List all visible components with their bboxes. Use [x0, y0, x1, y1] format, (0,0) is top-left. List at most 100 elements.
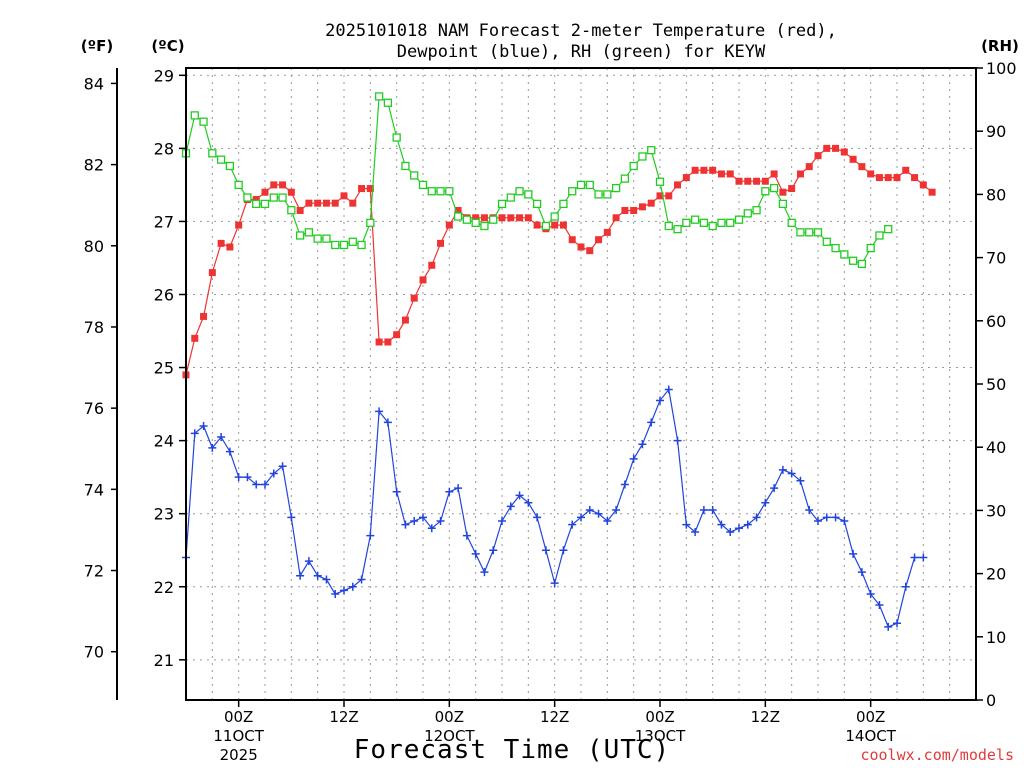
- fahrenheit-tick-label: 76: [84, 399, 104, 418]
- dewpoint-point: [234, 473, 243, 482]
- dewpoint-point: [620, 480, 629, 489]
- rh-point: [427, 187, 436, 196]
- temperature-point: [796, 170, 804, 178]
- rh-point: [796, 228, 805, 237]
- celsius-tick-label: 22: [154, 578, 174, 597]
- temperature-point: [700, 166, 708, 174]
- rh-point: [383, 98, 393, 107]
- dewpoint-point: [673, 436, 682, 445]
- dewpoint-point: [717, 520, 726, 529]
- rh-point: [787, 218, 796, 227]
- temperature-point: [674, 181, 682, 189]
- time-tick-label: 12Z: [751, 708, 780, 726]
- temperature-point: [437, 239, 445, 247]
- temperature-point: [717, 170, 725, 178]
- celsius-tick-label: 27: [154, 212, 174, 231]
- temperature-point: [191, 334, 199, 342]
- temperature-point: [770, 170, 778, 178]
- rh-point: [568, 187, 577, 196]
- dewpoint-point: [840, 516, 849, 525]
- dewpoint-point: [691, 527, 700, 536]
- date-tick-label: 13OCT: [635, 727, 686, 745]
- dewpoint-point: [462, 531, 471, 540]
- fahrenheit-tick-label: 72: [84, 562, 104, 581]
- temperature-point: [516, 214, 524, 222]
- rh-point: [638, 152, 647, 161]
- rh-point: [857, 259, 867, 269]
- rh-point: [813, 228, 823, 237]
- dewpoint-point: [603, 516, 612, 525]
- rh-point: [848, 256, 858, 265]
- temperature-point: [867, 170, 875, 178]
- dewpoint-point: [743, 520, 752, 529]
- dewpoint-point: [287, 513, 296, 522]
- rh-point: [216, 155, 226, 164]
- dewpoint-point: [656, 396, 664, 405]
- temperature-point: [849, 155, 857, 163]
- temperature-point: [287, 188, 295, 196]
- dewpoint-point: [392, 487, 401, 496]
- rh-point: [594, 190, 603, 199]
- chart-title-line-2: Dewpoint (blue), RH (green) for KEYW: [397, 42, 766, 62]
- temperature-point: [340, 192, 348, 200]
- temperature-point: [928, 188, 936, 196]
- rh-point: [278, 193, 287, 202]
- temperature-point: [358, 185, 366, 193]
- rh-point: [717, 218, 726, 227]
- temperature-point: [779, 188, 787, 196]
- temperature-point: [840, 148, 848, 156]
- rh-point: [822, 237, 831, 246]
- credit-link[interactable]: coolwx.com/models: [860, 746, 1014, 764]
- temperature-point: [744, 177, 752, 185]
- dewpoint-point: [304, 557, 313, 566]
- rh-tick-label: 100: [986, 59, 1017, 78]
- rh-point: [436, 187, 445, 196]
- time-tick-label: 00Z: [224, 708, 253, 726]
- dewpoint-point: [261, 480, 269, 489]
- dewpoint-point: [445, 487, 454, 496]
- dewpoint-point: [849, 549, 858, 558]
- temperature-point: [638, 203, 646, 211]
- dewpoint-point: [296, 571, 305, 580]
- temperature-point: [832, 144, 840, 152]
- dewpoint-point: [893, 619, 901, 628]
- rh-point: [620, 174, 630, 183]
- rh-point: [726, 218, 735, 227]
- dewpoint-point: [796, 476, 805, 485]
- temperature-point: [322, 199, 330, 207]
- dewpoint-point: [278, 462, 287, 471]
- rh-point: [445, 187, 454, 196]
- rh-point: [699, 218, 709, 227]
- temperature-point: [682, 174, 690, 182]
- fahrenheit-tick-label: 78: [84, 318, 104, 337]
- temperature-point: [568, 236, 576, 244]
- temperature-point: [200, 312, 208, 320]
- dewpoint-point: [822, 513, 831, 522]
- date-tick-label: 14OCT: [845, 727, 896, 745]
- dewpoint-point: [647, 418, 656, 427]
- rh-point: [682, 218, 691, 227]
- rh-point: [260, 199, 270, 209]
- dewpoint-point: [269, 469, 278, 478]
- dewpoint-point: [699, 506, 708, 515]
- dewpoint-point: [919, 553, 928, 562]
- temperature-point: [375, 338, 383, 346]
- temperature-point: [393, 331, 401, 339]
- dewpoint-point: [612, 506, 621, 515]
- temperature-point: [656, 192, 664, 200]
- rh-point: [234, 180, 243, 190]
- fahrenheit-tick-label: 74: [84, 480, 104, 499]
- dewpoint-point: [708, 506, 717, 515]
- dewpoint-point: [208, 443, 217, 452]
- dewpoint-point: [814, 516, 822, 525]
- temperature-point: [331, 199, 339, 207]
- rh-point: [199, 117, 208, 126]
- rh-point: [497, 199, 507, 209]
- rh-point: [664, 221, 673, 231]
- temperature-point: [410, 294, 418, 302]
- dewpoint-point: [410, 516, 419, 525]
- rh-point: [585, 180, 594, 190]
- rh-point: [208, 149, 217, 158]
- temperature-point: [875, 174, 883, 182]
- date-tick-label: 11OCT: [213, 727, 264, 745]
